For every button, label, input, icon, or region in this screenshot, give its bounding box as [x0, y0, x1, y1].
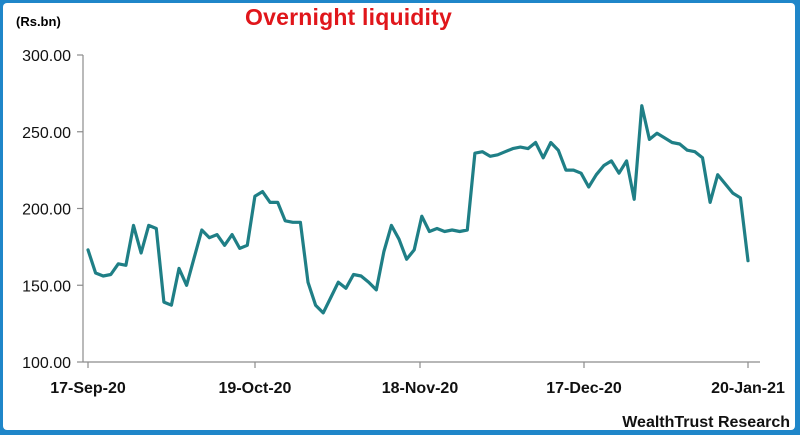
source-credit: WealthTrust Research: [622, 414, 790, 431]
y-axis-unit-label: (Rs.bn): [16, 14, 61, 29]
y-tick-label: 100.00: [22, 355, 71, 372]
series-line: [86, 104, 750, 315]
chart-panel: [3, 3, 795, 430]
y-tick-label: 250.00: [22, 125, 71, 142]
x-tick-label: 20-Jan-21: [711, 380, 785, 397]
y-tick-label: 300.00: [22, 48, 71, 65]
x-tick-label: 18-Nov-20: [382, 380, 459, 397]
x-tick-label: 19-Oct-20: [219, 380, 292, 397]
x-tick-label: 17-Dec-20: [546, 380, 622, 397]
series-overnight-liquidity: [86, 104, 750, 315]
y-tick-label: 200.00: [22, 202, 71, 219]
chart-title: Overnight liquidity: [245, 4, 452, 30]
y-axis: 100.00 150.00 200.00 250.00 300.00: [22, 48, 84, 372]
y-tick-label: 150.00: [22, 278, 71, 295]
x-axis: 17-Sep-20 19-Oct-20 18-Nov-20 17-Dec-20 20-J…: [50, 361, 785, 397]
x-tick-label: 17-Sep-20: [50, 380, 126, 397]
